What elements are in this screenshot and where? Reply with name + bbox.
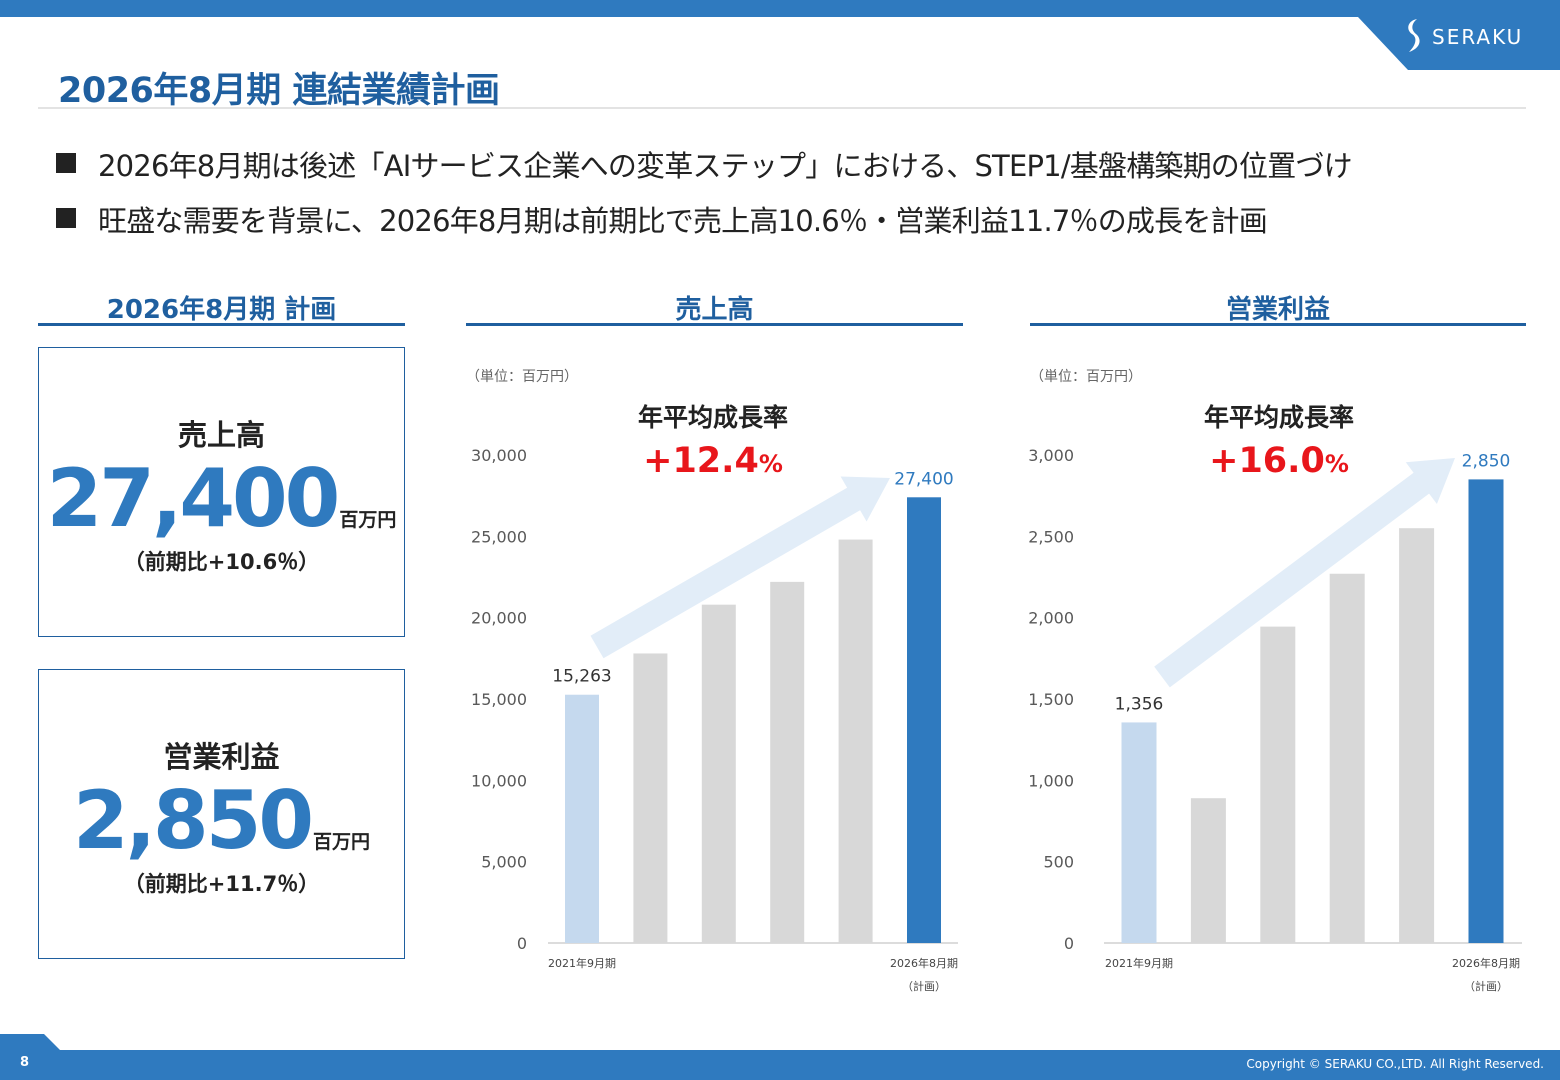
- cagr-label: 年平均成長率: [638, 403, 788, 432]
- kpi-value-row: 2,850 百万円: [39, 774, 404, 867]
- title-divider: [38, 107, 1526, 109]
- y-tick-label: 0: [1064, 934, 1074, 953]
- logo-text: SERAKU: [1432, 25, 1524, 49]
- kpi-value-row: 27,400 百万円: [39, 452, 404, 545]
- kpi-value: 2,850: [72, 774, 314, 867]
- page-title: 2026年8月期 連結業績計画: [58, 71, 500, 111]
- x-tick-sublabel: （計画）: [902, 979, 946, 993]
- y-tick-label: 25,000: [471, 527, 527, 546]
- kpi-label: 売上高: [177, 418, 265, 452]
- bar: [907, 497, 941, 943]
- kpi-unit: 百万円: [313, 831, 371, 853]
- y-tick-label: 1,000: [1028, 771, 1074, 790]
- bullet-item: 旺盛な需要を背景に、2026年8月期は前期比で売上高10.6％・営業利益11.7…: [56, 198, 1268, 240]
- bar: [633, 653, 668, 943]
- bar: [770, 581, 805, 943]
- copyright: Copyright © SERAKU CO.,LTD. All Right Re…: [1246, 1057, 1544, 1071]
- cagr-number: +12.4: [643, 441, 759, 481]
- section-rule: [1030, 323, 1526, 326]
- y-tick-label: 15,000: [471, 690, 527, 709]
- square-bullet-icon: [56, 208, 76, 228]
- kpi-growth: （前期比+11.7％）: [123, 872, 320, 896]
- bar: [565, 694, 599, 943]
- x-tick-label: 2021年9月期: [1105, 956, 1173, 970]
- square-bullet-icon: [56, 153, 76, 173]
- y-tick-label: 3,000: [1028, 446, 1074, 465]
- kpi-card-sales: 売上高 27,400 百万円 （前期比+10.6％）: [38, 347, 405, 637]
- y-tick-label: 2,500: [1028, 527, 1074, 546]
- bullet-text: 旺盛な需要を背景に、2026年8月期は前期比で売上高10.6％・営業利益11.7…: [98, 204, 1268, 238]
- y-tick-label: 10,000: [471, 771, 527, 790]
- section-rule: [466, 323, 963, 326]
- bar: [1260, 626, 1296, 943]
- bullet-text: 2026年8月期は後述「AIサービス企業への変革ステップ」における、STEP1/…: [98, 149, 1353, 183]
- bar: [1468, 479, 1504, 943]
- data-label: 2,850: [1462, 451, 1511, 471]
- cagr-number: +16.0: [1209, 441, 1325, 481]
- data-label: 15,263: [552, 667, 611, 687]
- page-number: 8: [20, 1055, 30, 1070]
- bar: [1329, 573, 1365, 943]
- x-tick-label: 2026年8月期: [1452, 956, 1520, 970]
- bullet-item: 2026年8月期は後述「AIサービス企業への変革ステップ」における、STEP1/…: [56, 143, 1353, 185]
- x-tick-label: 2021年9月期: [548, 956, 616, 970]
- growth-arrow-icon: [1154, 458, 1455, 688]
- cagr-value: +16.0%: [1209, 441, 1349, 481]
- unit-note: （単位：百万円）: [1030, 369, 1142, 385]
- section-heading-sales: 売上高: [675, 295, 754, 325]
- cagr-percent: %: [759, 450, 783, 478]
- y-tick-label: 30,000: [471, 446, 527, 465]
- section-heading-profit: 営業利益: [1225, 295, 1330, 325]
- kpi-label: 営業利益: [163, 740, 280, 774]
- kpi-value: 27,400: [46, 452, 341, 545]
- kpi-unit: 百万円: [339, 509, 397, 531]
- logo-tab: [1358, 17, 1560, 70]
- x-tick-label: 2026年8月期: [890, 956, 958, 970]
- top-bar: [0, 0, 1560, 17]
- bar: [1121, 722, 1157, 943]
- y-tick-label: 1,500: [1028, 690, 1074, 709]
- bar: [701, 604, 736, 943]
- footer-tab: [0, 1034, 60, 1050]
- footer-bar: [0, 1050, 1560, 1080]
- y-tick-label: 0: [517, 934, 527, 953]
- bar: [1399, 528, 1435, 943]
- bar: [1190, 798, 1226, 943]
- section-rule: [38, 323, 405, 326]
- unit-note: （単位：百万円）: [466, 369, 578, 385]
- bar: [838, 539, 873, 943]
- cagr-value: +12.4%: [643, 441, 783, 481]
- data-label: 1,356: [1115, 694, 1164, 714]
- logo-icon: [1408, 19, 1420, 52]
- y-tick-label: 5,000: [481, 853, 527, 872]
- kpi-card-profit: 営業利益 2,850 百万円 （前期比+11.7％）: [38, 669, 405, 959]
- y-tick-label: 20,000: [471, 609, 527, 628]
- growth-arrow-icon: [590, 476, 890, 659]
- x-tick-sublabel: （計画）: [1464, 979, 1508, 993]
- y-tick-label: 500: [1043, 853, 1074, 872]
- cagr-label: 年平均成長率: [1204, 403, 1354, 432]
- kpi-growth: （前期比+10.6％）: [123, 550, 320, 574]
- section-heading-plan: 2026年8月期 計画: [106, 295, 337, 325]
- data-label: 27,400: [894, 469, 953, 489]
- y-tick-label: 2,000: [1028, 609, 1074, 628]
- cagr-percent: %: [1325, 450, 1349, 478]
